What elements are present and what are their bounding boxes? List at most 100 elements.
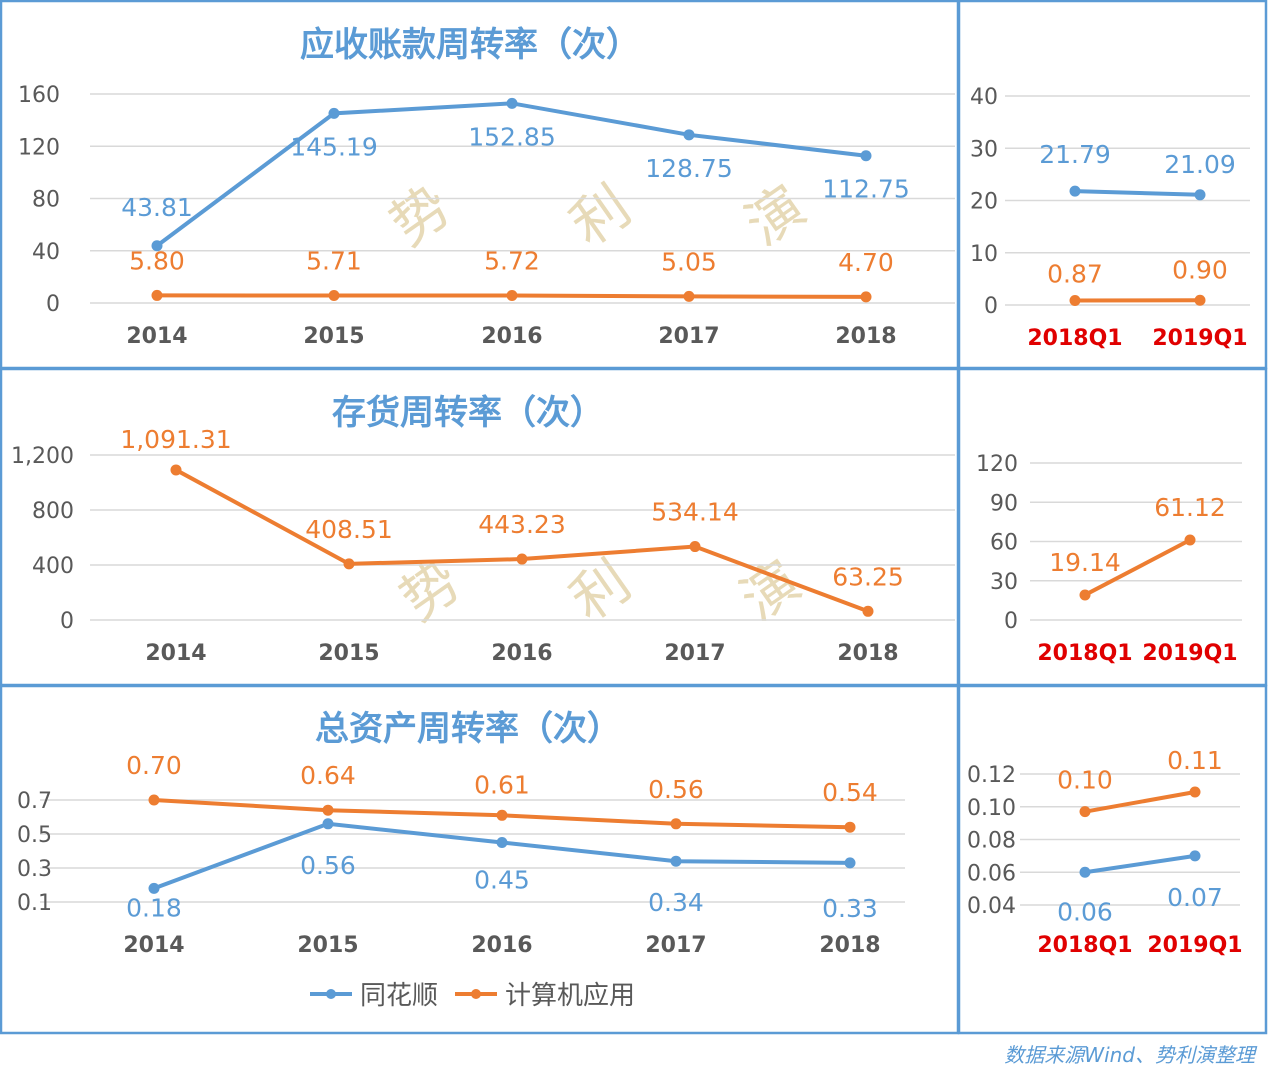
chart-1: 0 10 20 30 40 2018Q1 2019Q1 21.79 21.09 0.87 0.90 (970, 85, 1250, 351)
data-label: 0.56 (648, 775, 704, 804)
chart-4: 0.1 0.3 0.5 0.7 2014 2015 2016 2017 2018 总资产周转率（次… (17, 709, 905, 958)
data-point (496, 837, 508, 848)
data-point (1189, 786, 1201, 798)
watermark-char: 利 (559, 174, 642, 259)
data-point (328, 107, 340, 119)
data-point (844, 821, 856, 833)
data-label: 63.25 (832, 562, 904, 591)
data-point (506, 97, 518, 109)
y-tick-label: 0 (60, 609, 74, 634)
x-tick-label: 2015 (318, 641, 379, 666)
x-tick-label: 2016 (471, 933, 532, 958)
chart-title: 存货周转率（次） (332, 393, 604, 433)
x-tick-label: 2018 (835, 324, 896, 349)
y-tick-label: 40 (970, 85, 998, 110)
data-label: 112.75 (822, 175, 909, 204)
chart-2: 0 400 800 1,200 2014 2015 2016 2017 2018 存货周转率（次）… (11, 393, 955, 666)
data-point (1194, 294, 1206, 306)
y-tick-label: 0 (984, 294, 998, 319)
data-point (1069, 185, 1081, 197)
data-label: 5.72 (484, 247, 540, 276)
data-label: 0.54 (822, 778, 878, 807)
y-tick-label: 120 (976, 452, 1018, 477)
y-tick-label: 0.04 (967, 894, 1016, 919)
series-line (1084, 538, 1191, 597)
data-label: 145.19 (290, 132, 377, 161)
y-tick-label: 0.3 (17, 857, 52, 882)
data-label: 0.61 (474, 770, 530, 799)
data-label: 0.87 (1047, 259, 1103, 288)
data-label: 408.51 (305, 515, 392, 544)
data-label: 5.05 (661, 247, 717, 276)
data-label: 43.81 (121, 193, 193, 222)
y-tick-label: 20 (970, 190, 998, 215)
y-tick-label: 800 (32, 499, 74, 524)
watermark-char: 演 (729, 549, 812, 634)
watermark-char: 势 (379, 174, 462, 259)
data-point (683, 129, 695, 141)
y-tick-label: 0 (46, 292, 60, 317)
y-tick-label: 0.5 (17, 823, 52, 848)
panel-receivables-q (957, 0, 1268, 370)
watermark-char: 演 (734, 174, 817, 259)
y-tick-label: 1,200 (11, 444, 74, 469)
data-point (670, 818, 682, 830)
data-label: 0.07 (1167, 883, 1223, 912)
x-tick-label: 2019Q1 (1142, 641, 1237, 666)
data-point (860, 291, 872, 303)
data-label: 21.09 (1164, 150, 1236, 179)
x-tick-label: 2018Q1 (1027, 326, 1122, 351)
y-tick-label: 30 (990, 570, 1018, 595)
x-tick-label: 2015 (303, 324, 364, 349)
data-label: 0.33 (822, 894, 878, 923)
x-tick-label: 2018Q1 (1037, 933, 1132, 958)
data-label: 0.06 (1057, 897, 1113, 926)
data-point (322, 804, 334, 816)
legend-label-thsc: 同花顺 (360, 981, 438, 1011)
data-label: 4.70 (838, 248, 894, 277)
y-tick-label: 40 (32, 240, 60, 265)
data-label: 0.18 (126, 893, 182, 922)
legend-label-industry: 计算机应用 (505, 981, 635, 1011)
data-point (683, 290, 695, 302)
x-tick-label: 2019Q1 (1147, 933, 1242, 958)
series-line (1084, 853, 1196, 875)
x-tick-label: 2017 (664, 641, 725, 666)
data-point (496, 809, 508, 821)
data-point (170, 464, 182, 476)
data-point (516, 553, 528, 565)
y-tick-label: 0.10 (967, 796, 1016, 821)
legend-marker-thsc (326, 989, 336, 999)
data-point (862, 605, 874, 617)
y-tick-label: 400 (32, 554, 74, 579)
data-label: 0.56 (300, 851, 356, 880)
data-label: 0.64 (300, 761, 356, 790)
data-label: 0.10 (1057, 766, 1113, 795)
data-label: 19.14 (1049, 548, 1121, 577)
legend: 同花顺 计算机应用 (310, 981, 635, 1011)
y-tick-label: 30 (970, 137, 998, 162)
x-tick-label: 2016 (481, 324, 542, 349)
watermark-char: 利 (559, 549, 642, 634)
data-label: 0.34 (648, 888, 704, 917)
data-point (151, 240, 163, 252)
data-label: 0.11 (1167, 746, 1223, 775)
y-tick-label: 0.1 (17, 891, 52, 916)
y-tick-label: 0.7 (17, 789, 52, 814)
x-tick-label: 2016 (491, 641, 552, 666)
chart-0: 0 40 80 120 160 2014 2015 2016 2017 2018 应收账款周转率（次… (18, 25, 955, 349)
data-point (844, 857, 856, 869)
data-point (1079, 589, 1091, 601)
x-tick-label: 2018 (837, 641, 898, 666)
data-label: 152.85 (468, 122, 555, 151)
y-tick-label: 90 (990, 491, 1018, 516)
data-point (1189, 850, 1201, 862)
data-label: 0.90 (1172, 255, 1228, 284)
panel-assets-q (957, 684, 1268, 1035)
panel-inventory-q (957, 367, 1268, 687)
y-tick-label: 120 (18, 135, 60, 160)
data-point (1079, 866, 1091, 878)
x-tick-label: 2018Q1 (1037, 641, 1132, 666)
